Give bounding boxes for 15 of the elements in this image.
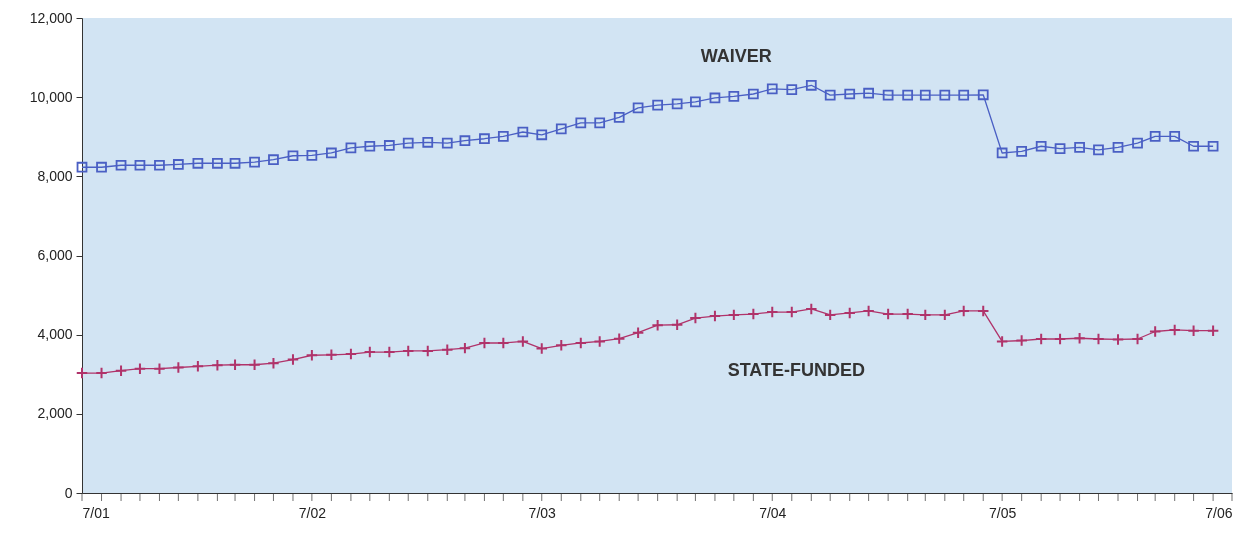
x-tick-label: 7/03 <box>528 504 557 521</box>
x-tick-label: 7/01 <box>82 504 110 521</box>
y-tick-label: 10,000 <box>29 88 73 105</box>
series-label: WAIVER <box>700 46 772 67</box>
x-tick-label: 7/05 <box>989 504 1017 521</box>
text: STATE-FUNDED <box>727 359 865 380</box>
y-tick-label: 0 <box>64 484 73 501</box>
x-tick-label: 7/06 <box>1205 504 1233 521</box>
x-tick-label: 7/04 <box>759 504 787 521</box>
y-tick-label: 2,000 <box>37 405 73 422</box>
y-tick-label: 12,000 <box>29 9 73 26</box>
x-tick-label: 7/02 <box>298 504 327 521</box>
y-tick-label: 6,000 <box>37 247 73 263</box>
y-tick-label: 4,000 <box>37 326 73 343</box>
y-tick-label: 8,000 <box>37 167 73 184</box>
